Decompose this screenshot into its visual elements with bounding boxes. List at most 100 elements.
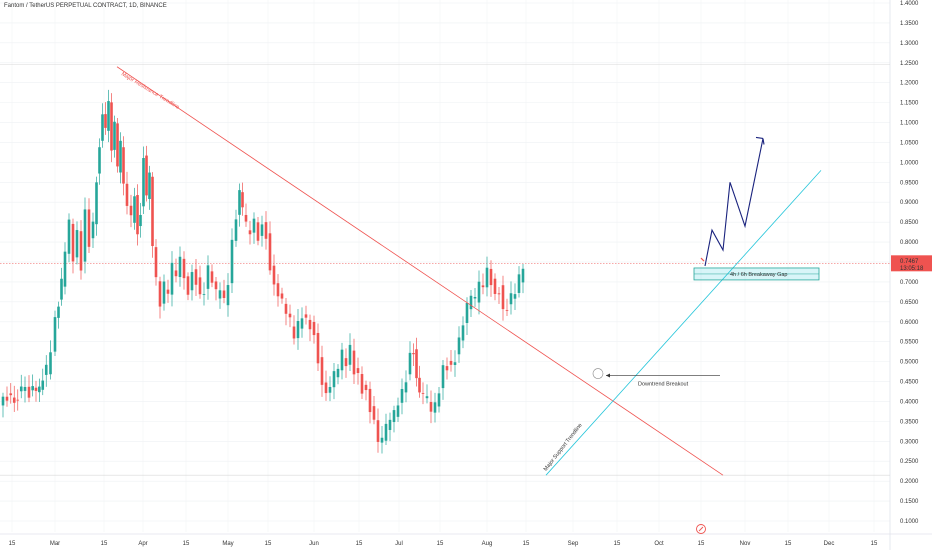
candle-body [186, 276, 190, 295]
candle-body [352, 350, 356, 375]
y-tick-label: 0.9000 [900, 200, 919, 206]
candle-body [98, 147, 101, 174]
x-tick-label: 15 [437, 541, 444, 547]
candle-body [71, 223, 75, 262]
candle-body [122, 147, 125, 184]
candle-body [190, 272, 194, 291]
candle-body [445, 366, 449, 371]
candle-body [101, 114, 104, 141]
candle-body [425, 396, 429, 399]
last-price-countdown: 13:05:18 [900, 266, 924, 272]
resistance-label: Major Resistance Trendline [120, 71, 180, 110]
y-tick-label: 0.1500 [900, 499, 919, 505]
candle-body [142, 158, 145, 207]
candle-body [67, 219, 71, 254]
candle-body [19, 386, 23, 392]
x-tick-label: 15 [9, 541, 16, 547]
candle-body [107, 101, 110, 131]
y-tick-label: 1.1000 [900, 121, 919, 127]
candle-body [332, 371, 336, 388]
candle-body [380, 437, 384, 443]
candle-body [166, 289, 170, 294]
candle-body [497, 293, 501, 295]
breakout-label: Downtrend Breakout [638, 382, 689, 388]
gap-label: 4h / 6h Breakaway Gap [730, 272, 787, 278]
y-tick-label: 0.3500 [900, 419, 919, 425]
candle-body [469, 295, 473, 310]
candle-body [441, 365, 445, 389]
candle-body [477, 281, 481, 303]
candle-body [214, 281, 218, 290]
candle-body [364, 384, 368, 391]
breakout-arrow-head [606, 373, 610, 378]
candle-body [324, 382, 328, 394]
candle-body [206, 265, 210, 289]
candle-body [392, 410, 396, 423]
candle-body [222, 290, 226, 299]
candle-body [316, 332, 320, 364]
x-tick-label: 15 [698, 541, 705, 547]
y-tick-label: 0.7000 [900, 280, 919, 286]
candle-body [421, 393, 425, 394]
y-tick-label: 1.0500 [900, 140, 919, 146]
x-tick-label: 15 [871, 541, 878, 547]
chart-title: Fantom / TetherUS PERPETUAL CONTRACT, 1D… [4, 3, 167, 9]
candle-body [244, 214, 248, 222]
candle-body [360, 374, 364, 394]
candle-body [41, 380, 45, 390]
support-label: Major Support Trendline [543, 422, 584, 472]
candle-body [336, 368, 340, 378]
candle-body [368, 388, 372, 413]
y-tick-label: 1.2500 [900, 61, 919, 67]
x-tick-label: 15 [785, 541, 792, 547]
candle-body [296, 320, 300, 339]
candle-body [230, 239, 234, 284]
support-trendline [545, 170, 822, 476]
candle-body [113, 121, 116, 150]
candle-body [53, 317, 57, 352]
candle-body [9, 393, 13, 396]
last-price-value: 0.7467 [900, 259, 919, 265]
candle-body [5, 396, 9, 401]
candle-body [272, 265, 276, 285]
candle-body [57, 306, 60, 318]
candle-body [513, 294, 517, 299]
candle-body [396, 405, 400, 417]
candle-body [218, 290, 222, 299]
candle-body [292, 326, 296, 339]
candle-body [521, 268, 525, 283]
candle-body [75, 230, 79, 258]
candle-body [34, 387, 38, 391]
candle-body [38, 386, 41, 393]
y-tick-label: 1.0000 [900, 160, 919, 166]
x-tick-label: 15 [356, 541, 363, 547]
y-tick-label: 0.4500 [900, 380, 919, 386]
candle-body [288, 313, 292, 318]
candle-body [260, 224, 264, 236]
timer-icon [696, 524, 706, 534]
candle-body [461, 325, 465, 341]
candle-body [340, 349, 344, 371]
candle-body [485, 267, 489, 288]
candle-body [376, 420, 380, 442]
timer-icon-hand [698, 526, 704, 532]
candle-body [344, 358, 348, 367]
candle-body [284, 303, 288, 314]
candle-body [174, 270, 178, 277]
y-tick-label: 1.3500 [900, 21, 919, 27]
projection-path [704, 138, 764, 267]
candle-body [268, 233, 272, 271]
candle-body [116, 123, 119, 167]
y-tick-label: 0.3000 [900, 439, 919, 445]
candle-body [433, 402, 437, 413]
y-tick-label: 1.4000 [900, 1, 919, 7]
y-tick-label: 1.2000 [900, 81, 919, 87]
candle-body [202, 294, 206, 295]
x-tick-label: Oct [654, 541, 664, 547]
candle-body [27, 386, 31, 398]
candle-body [517, 274, 521, 293]
candle-body [133, 196, 136, 223]
candle-body [87, 209, 91, 247]
